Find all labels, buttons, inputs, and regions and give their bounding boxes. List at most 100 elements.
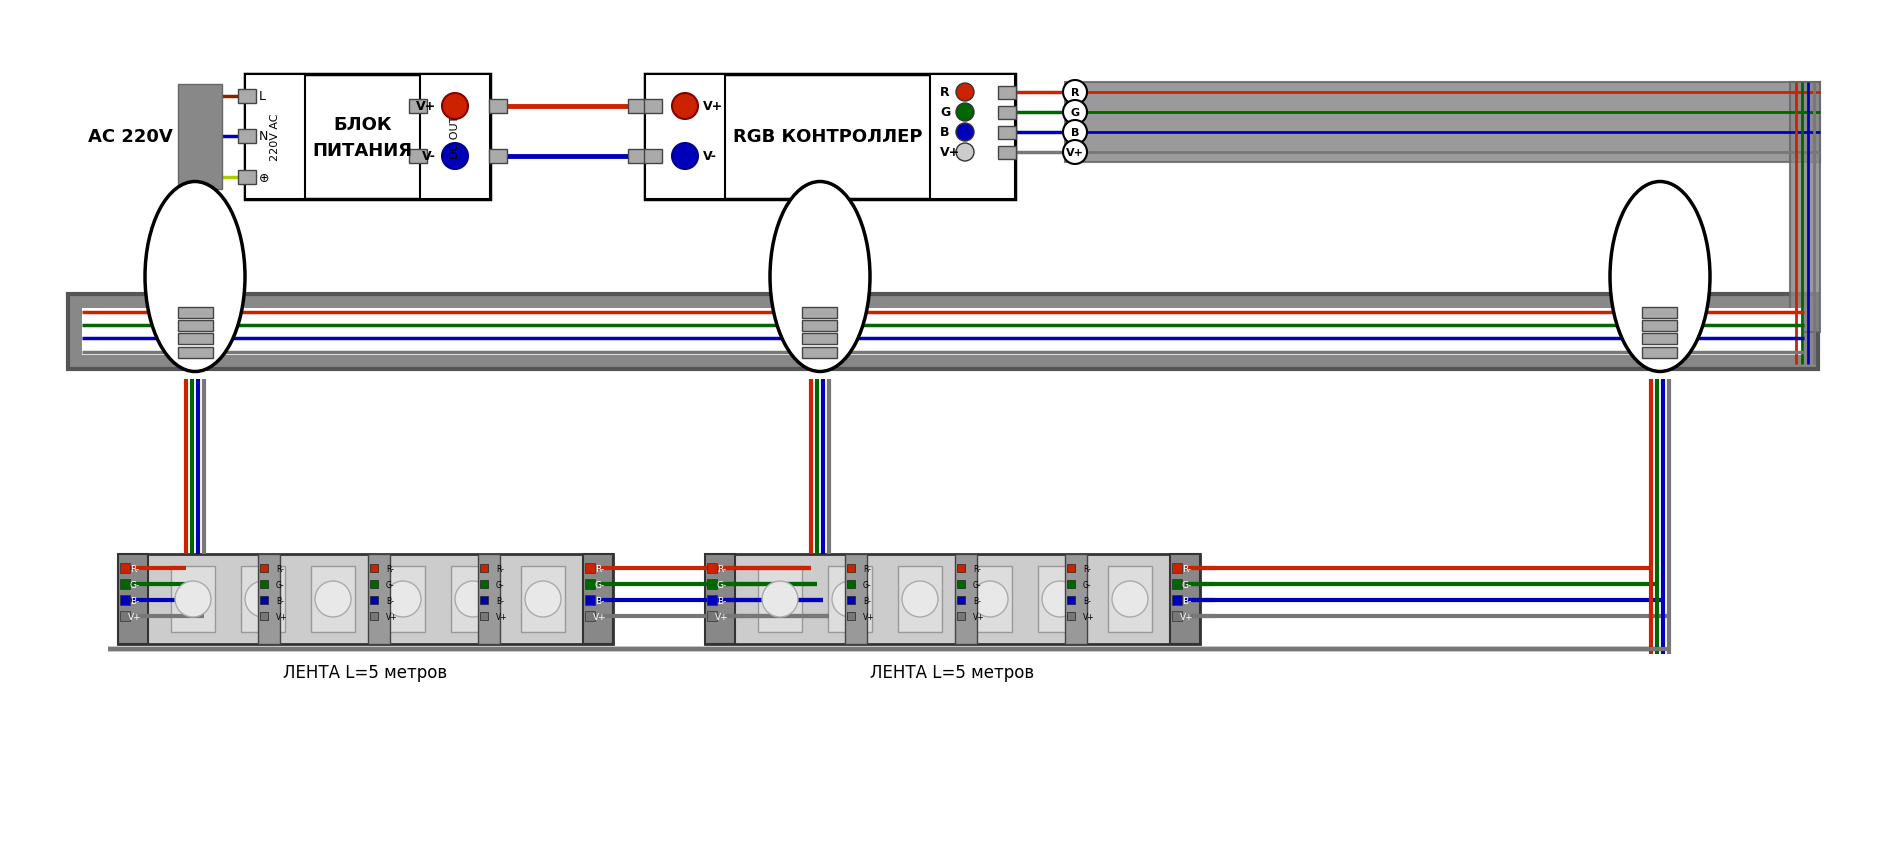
Bar	[583, 555, 614, 644]
Bar	[997, 106, 1016, 119]
Text: R-: R-	[1082, 564, 1090, 573]
Bar	[260, 564, 267, 573]
Bar	[420, 75, 489, 199]
Bar	[1169, 555, 1199, 644]
Bar	[1067, 596, 1075, 604]
Bar	[120, 563, 130, 573]
Bar	[452, 567, 495, 632]
Bar	[480, 564, 487, 573]
Bar	[997, 126, 1016, 140]
Bar	[408, 100, 427, 114]
Text: B-: B-	[130, 596, 139, 605]
Bar	[1790, 83, 1820, 332]
Bar	[68, 295, 1816, 370]
Text: B-: B-	[277, 596, 284, 605]
Bar	[478, 555, 501, 644]
Text: V+: V+	[702, 101, 723, 113]
Bar	[237, 130, 256, 144]
Circle shape	[1063, 121, 1086, 145]
Bar	[646, 75, 1014, 199]
Text: R-: R-	[130, 564, 139, 573]
Text: B-: B-	[1082, 596, 1090, 605]
Text: G-: G-	[973, 580, 981, 589]
Bar	[171, 567, 215, 632]
Text: AC 220V: AC 220V	[88, 129, 173, 147]
Text: V+: V+	[593, 612, 606, 621]
Bar	[898, 567, 941, 632]
Bar	[997, 147, 1016, 159]
Bar	[489, 100, 506, 114]
Text: V+: V+	[1082, 612, 1093, 621]
Ellipse shape	[770, 182, 869, 372]
Text: G-: G-	[717, 580, 726, 589]
Text: R-: R-	[862, 564, 869, 573]
Bar	[644, 100, 662, 114]
Text: B: B	[939, 126, 949, 140]
Text: V+: V+	[862, 612, 873, 621]
Bar	[521, 567, 565, 632]
Circle shape	[1063, 101, 1086, 125]
Text: R-: R-	[386, 564, 393, 573]
Text: R-: R-	[277, 564, 284, 573]
Bar	[956, 564, 964, 573]
Circle shape	[672, 144, 698, 170]
Circle shape	[455, 581, 491, 618]
Circle shape	[1112, 581, 1148, 618]
Bar	[956, 613, 964, 620]
Bar	[83, 308, 1803, 355]
Bar	[956, 596, 964, 604]
Bar	[177, 333, 213, 344]
Bar	[629, 150, 646, 164]
Text: G-: G-	[495, 580, 504, 589]
Circle shape	[525, 581, 561, 618]
Text: B-: B-	[595, 596, 604, 605]
Bar	[367, 555, 390, 644]
Bar	[1037, 567, 1082, 632]
Bar	[120, 611, 130, 621]
Text: G: G	[939, 106, 950, 119]
Bar	[260, 613, 267, 620]
Bar	[802, 347, 837, 358]
Bar	[408, 150, 427, 164]
Text: L: L	[260, 90, 265, 103]
Text: V+: V+	[1065, 148, 1084, 158]
Bar	[956, 580, 964, 589]
Bar	[260, 596, 267, 604]
Text: G-: G-	[1182, 580, 1191, 589]
Text: V-: V-	[422, 150, 437, 164]
Bar	[847, 596, 854, 604]
Bar	[1171, 611, 1182, 621]
Bar	[245, 75, 489, 199]
Bar	[967, 567, 1011, 632]
Bar	[380, 567, 425, 632]
Circle shape	[956, 144, 973, 162]
Bar	[480, 580, 487, 589]
Text: V+: V+	[1180, 612, 1193, 621]
Bar	[369, 564, 378, 573]
Text: V-: V-	[702, 150, 717, 164]
Bar	[847, 580, 854, 589]
Bar	[828, 567, 871, 632]
Bar	[1065, 83, 1820, 163]
Circle shape	[1063, 141, 1086, 164]
Text: B-: B-	[717, 596, 726, 605]
Text: R-: R-	[595, 564, 604, 573]
Text: 220V AC: 220V AC	[269, 113, 280, 161]
Bar	[845, 555, 866, 644]
Text: G: G	[1069, 108, 1078, 118]
Text: R-: R-	[973, 564, 981, 573]
Bar	[311, 567, 356, 632]
Text: ПИТАНИЯ: ПИТАНИЯ	[312, 142, 412, 160]
Bar	[1067, 613, 1075, 620]
Circle shape	[175, 581, 211, 618]
Circle shape	[442, 94, 469, 120]
Bar	[644, 150, 662, 164]
Bar	[237, 90, 256, 104]
Bar	[120, 579, 130, 590]
Bar	[802, 307, 837, 318]
Bar	[237, 170, 256, 185]
Bar	[629, 100, 646, 114]
Bar	[954, 555, 977, 644]
Bar	[1065, 555, 1086, 644]
Text: B-: B-	[386, 596, 393, 605]
